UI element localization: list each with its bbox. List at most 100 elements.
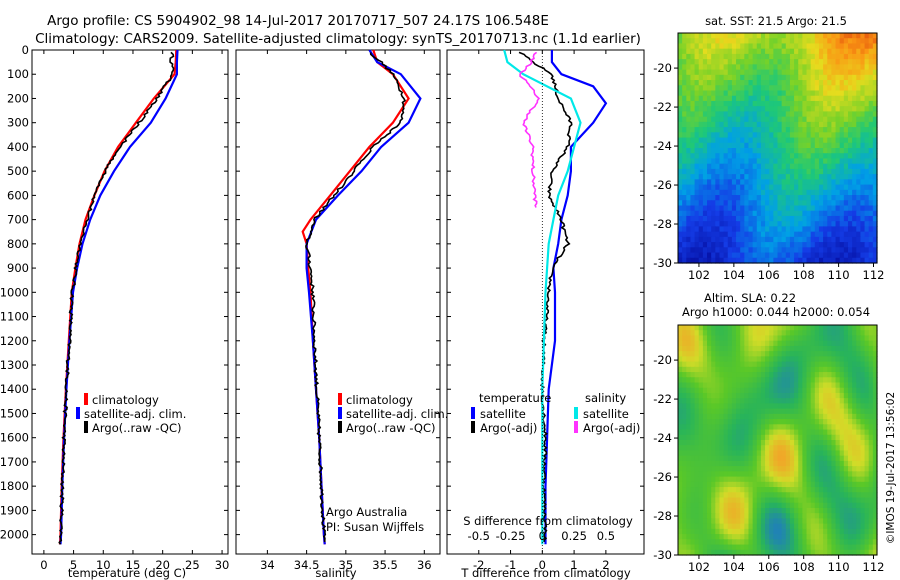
heatmap-cell: [727, 502, 733, 509]
heatmap-cell: [802, 361, 808, 368]
heatmap-cell: [839, 205, 845, 212]
heatmap-cell: [773, 53, 779, 60]
heatmap-cell: [707, 33, 712, 39]
heatmap-cell: [736, 356, 741, 363]
heatmap-cell: [806, 440, 812, 446]
heatmap-cell: [860, 440, 866, 446]
figure-title-line2: Climatology: CARS2009. Satellite-adjuste…: [35, 31, 641, 47]
heatmap-cell: [707, 242, 712, 248]
heatmap-cell: [785, 534, 791, 540]
heatmap-cell: [727, 200, 733, 207]
heatmap-cell: [711, 507, 716, 514]
heatmap-cell: [818, 471, 824, 478]
heatmap-cell: [810, 544, 816, 551]
heatmap-cell: [707, 247, 712, 254]
heatmap-cell: [777, 116, 783, 123]
heatmap-cell: [868, 257, 874, 264]
heatmap-cell: [777, 403, 783, 410]
heatmap-cell: [723, 534, 729, 540]
heatmap-cell: [827, 205, 832, 212]
heatmap-cell: [843, 424, 849, 431]
heatmap-cell: [785, 116, 791, 123]
heatmap-cell: [856, 226, 862, 233]
heatmap-cell: [719, 549, 725, 556]
heatmap-cell: [723, 247, 729, 254]
heatmap-cell: [682, 460, 687, 467]
heatmap-cell: [860, 80, 866, 86]
heatmap-cell: [839, 513, 845, 520]
heatmap-cell: [740, 372, 745, 378]
heatmap-cell: [690, 127, 696, 133]
heatmap-cell: [823, 528, 828, 535]
heatmap-cell: [798, 100, 803, 107]
heatmap-cell: [756, 142, 762, 149]
heatmap-cell: [760, 111, 766, 118]
heatmap-cell: [731, 80, 737, 86]
heatmap-cell: [781, 174, 787, 180]
map-x-tick-label: 102: [688, 268, 710, 282]
heatmap-cell: [686, 534, 692, 540]
s-tick-label: -0.5: [468, 529, 490, 543]
heatmap-cell: [864, 132, 870, 139]
heatmap-cell: [814, 174, 820, 180]
heatmap-cell: [752, 200, 758, 207]
heatmap-cell: [690, 195, 696, 201]
heatmap-cell: [868, 226, 874, 233]
heatmap-cell: [731, 74, 737, 81]
heatmap-cell: [748, 33, 754, 39]
heatmap-cell: [773, 403, 779, 410]
heatmap-cell: [839, 111, 845, 118]
heatmap-cell: [814, 487, 820, 493]
heatmap-cell: [752, 168, 758, 175]
heatmap-cell: [773, 392, 779, 399]
heatmap-cell: [752, 351, 758, 357]
heatmap-cell: [798, 450, 803, 457]
heatmap-cell: [847, 534, 853, 540]
heatmap-cell: [872, 100, 878, 107]
heatmap-cell: [806, 528, 812, 535]
heatmap-cell: [843, 460, 849, 467]
heatmap-cell: [856, 330, 862, 337]
heatmap-cell: [843, 534, 849, 540]
heatmap-cell: [818, 351, 824, 357]
heatmap-cell: [773, 127, 779, 133]
heatmap-cell: [773, 476, 779, 483]
heatmap-cell: [740, 398, 745, 405]
heatmap-cell: [765, 53, 770, 60]
heatmap-cell: [723, 340, 729, 347]
heatmap-cell: [694, 445, 700, 452]
heatmap-cell: [798, 476, 803, 483]
heatmap-cell: [731, 518, 737, 525]
heatmap-cell: [860, 502, 866, 509]
heatmap-cell: [810, 528, 816, 535]
heatmap-cell: [723, 466, 729, 472]
heatmap-cell: [852, 195, 857, 201]
heatmap-cell: [831, 153, 837, 160]
heatmap-cell: [765, 121, 770, 128]
heatmap-cell: [847, 497, 853, 504]
heatmap-cell: [740, 132, 745, 139]
heatmap-cell: [711, 356, 716, 363]
heatmap-cell: [760, 487, 766, 493]
heatmap-cell: [823, 59, 828, 65]
heatmap-cell: [868, 121, 874, 128]
heatmap-cell: [707, 200, 712, 207]
heatmap-cell: [798, 221, 803, 228]
heatmap-cell: [789, 492, 795, 499]
heatmap-cell: [694, 90, 700, 97]
heatmap-cell: [860, 487, 866, 493]
heatmap-cell: [682, 252, 687, 259]
heatmap-cell: [765, 424, 770, 431]
heatmap-cell: [690, 544, 696, 551]
heatmap-cell: [864, 195, 870, 201]
heatmap-cell: [715, 398, 721, 405]
heatmap-cell: [843, 43, 849, 50]
heatmap-cell: [707, 471, 712, 478]
heatmap-cell: [781, 53, 787, 60]
heatmap-cell: [740, 450, 745, 457]
x-tick-label: 10: [96, 558, 111, 572]
heatmap-cell: [702, 445, 708, 452]
heatmap-cell: [715, 116, 721, 123]
heatmap-cell: [818, 85, 824, 92]
heatmap-cell: [752, 518, 758, 525]
